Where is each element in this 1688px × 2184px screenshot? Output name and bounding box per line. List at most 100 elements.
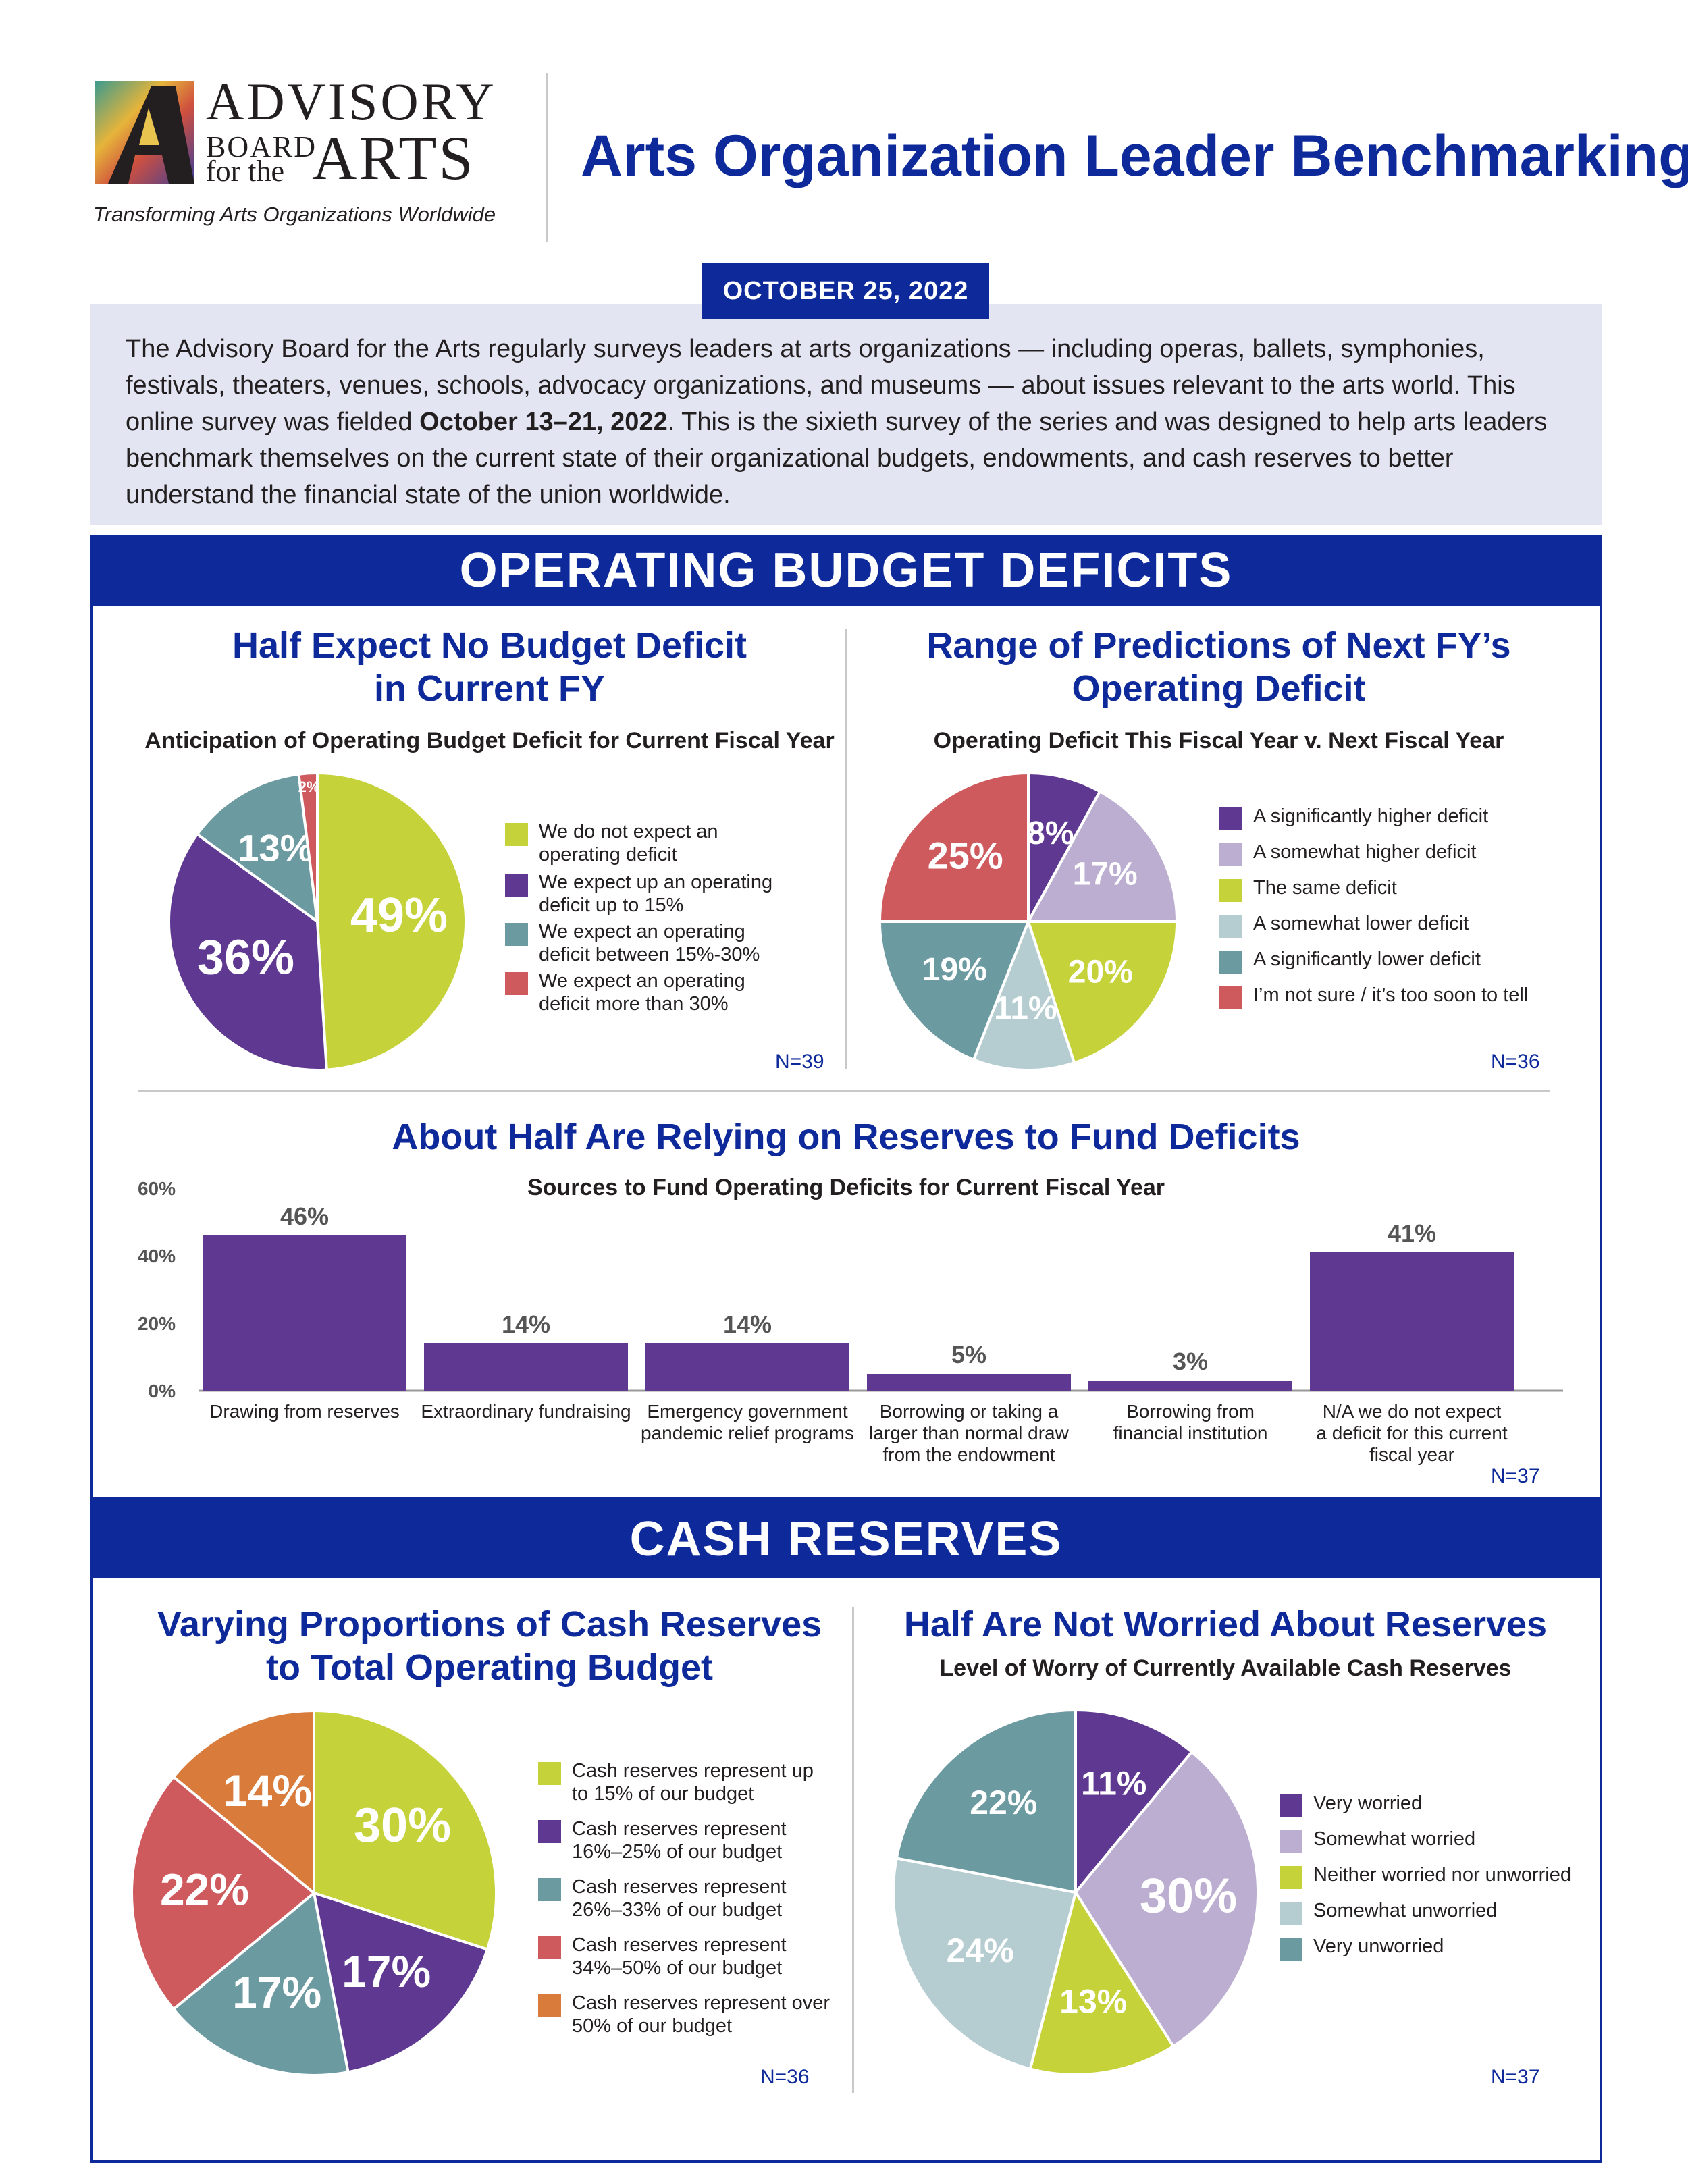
logo-tagline: Transforming Arts Organizations Worldwid… [93, 203, 496, 226]
pie-slice-label: 22% [160, 1864, 249, 1914]
bar [1310, 1252, 1514, 1391]
pie1-legend-item: We expect an operating deficit between 15… [505, 920, 760, 966]
bar-category-label: a deficit for this current [1316, 1422, 1507, 1443]
pie1-legend-item: We expect up an operating deficit up to 1… [505, 871, 772, 917]
pie1-subtitle: Anticipation of Operating Budget Deficit… [144, 728, 835, 753]
legend-swatch [1219, 951, 1242, 974]
legend-swatch [1219, 807, 1242, 830]
pie-slice-label: 11% [1081, 1765, 1146, 1803]
pie-slice-label: 2% [298, 778, 320, 795]
header-divider [546, 73, 548, 242]
legend-label: I’m not sure / it’s too soon to tell [1253, 984, 1529, 1006]
pie-slice-label: 17% [1073, 856, 1138, 892]
y-tick-label: 40% [138, 1246, 176, 1267]
date-badge: OCTOBER 25, 2022 [702, 263, 989, 319]
pie-slice [893, 1857, 1078, 2071]
legend-label: A significantly higher deficit [1253, 805, 1489, 827]
legend-swatch [538, 1820, 561, 1843]
legend-label: Cash reserves represent 34%–50% of our bu… [572, 1934, 787, 1979]
legend-item: I’m not sure / it’s too soon to tell [1219, 984, 1528, 1009]
pie-slice-label: 11% [994, 991, 1057, 1027]
legend-swatch [538, 1936, 561, 1959]
y-tick-label: 60% [138, 1178, 176, 1199]
bar-category-label: Drawing from reserves [209, 1401, 400, 1422]
logo-advisory: ADVISORY [206, 72, 497, 131]
pie4-title: Half Are Not Worried About Reserves [903, 1604, 1548, 1645]
legend-label: Neither worried nor unworried [1313, 1864, 1571, 1886]
pie3-legend-item: Cash reserves represent up to 15% of our … [538, 1759, 814, 1805]
legend-item: A somewhat lower deficit [1219, 912, 1469, 938]
pie-slice-label: 25% [928, 834, 1003, 876]
legend-label: We expect an operating deficit more than … [539, 970, 745, 1015]
operating-section-banner: OPERATING BUDGET DEFICITS [90, 535, 1602, 606]
bar-category-label: Borrowing or taking a [880, 1401, 1059, 1422]
pie-slice [1074, 1710, 1194, 1896]
pie-slice [172, 1890, 350, 2075]
pie-slice-label: 49% [350, 888, 448, 942]
pie2-title: Range of Predictions of Next FY’s Operat… [871, 624, 1566, 710]
bar-subtitle: Sources to Fund Operating Deficits for C… [527, 1175, 1165, 1200]
pie3-title-line2: to Total Operating Budget [266, 1647, 713, 1688]
y-tick-label: 20% [138, 1313, 176, 1334]
legend-label: We expect up an operating deficit up to 1… [539, 872, 773, 916]
legend-swatch [505, 874, 528, 897]
pie3-legend-item: Cash reserves represent 26%–33% of our bu… [538, 1875, 787, 1921]
intro-box [90, 304, 1602, 525]
legend-swatch [538, 1878, 561, 1901]
bar-n: N=37 [1491, 1465, 1540, 1487]
pie1-legend-item: We do not expect an operating deficit [505, 820, 718, 866]
legend-item: Somewhat worried [1280, 1828, 1475, 1853]
pie-slice [1027, 773, 1102, 922]
pie-slice [172, 1711, 315, 1896]
bar-category-label: fiscal year [1369, 1444, 1454, 1465]
pie-slice-label: 14% [223, 1765, 312, 1815]
pie-slice-label: 30% [1140, 1869, 1237, 1923]
pie3-title-line1: Varying Proportions of Cash Reserves [157, 1604, 822, 1645]
pie-slice [312, 1891, 490, 2074]
pie2-title-line1: Range of Predictions of Next FY’s [926, 625, 1511, 666]
intro-bold-dates: October 13–21, 2022 [419, 408, 668, 436]
legend-item: A somewhat higher deficit [1219, 841, 1476, 866]
legend-label: A somewhat lower deficit [1253, 913, 1469, 934]
legend-label: A significantly lower deficit [1253, 949, 1481, 970]
pie-slice [195, 773, 319, 925]
pie2-legend: A significantly higher deficit A somewhat… [1219, 805, 1571, 1028]
pie-slice-label: 20% [1068, 954, 1133, 990]
legend-label: Somewhat unworried [1313, 1900, 1498, 1921]
pie-slice [316, 773, 466, 1070]
legend-item: A significantly higher deficit [1219, 805, 1488, 830]
pie-slice [313, 1711, 496, 1951]
legend-swatch [538, 1762, 561, 1785]
pie1-n: N=39 [775, 1050, 824, 1073]
intro-part2: . This is the sixieth survey of the seri… [126, 408, 1548, 509]
pie4-chart: 11% 30% 13% 24% 22% [893, 1710, 1258, 2075]
pie-slice [972, 917, 1076, 1070]
pie-slice [1026, 920, 1177, 1065]
pie-slice [895, 1710, 1077, 1894]
bar-category-label: Borrowing from [1126, 1401, 1255, 1422]
pie-slice-label: 13% [238, 827, 313, 870]
pie4-subtitle: Level of Worry of Currently Available Ca… [939, 1655, 1512, 1681]
bar [867, 1374, 1071, 1391]
legend-swatch [1280, 1902, 1302, 1925]
bar-category-label: financial institution [1113, 1422, 1268, 1443]
bar-value-label: 41% [1388, 1219, 1436, 1247]
pie3-chart: 30% 17% 17% 22% 14% [132, 1711, 496, 2075]
logo-for-the: for the [206, 155, 285, 188]
pie-slice-label: 30% [354, 1799, 451, 1853]
pie-slice-label: 13% [1059, 1983, 1127, 2021]
logo-icon [95, 81, 194, 184]
cash-section-banner: CASH RESERVES [90, 1500, 1602, 1578]
bar [203, 1235, 406, 1391]
bar [645, 1343, 849, 1391]
bar-value-label: 5% [951, 1341, 986, 1368]
pie2-n: N=36 [1491, 1050, 1540, 1073]
bar [424, 1343, 628, 1391]
pie3-n: N=36 [760, 2066, 810, 2088]
bar-chart: 60% 40% 20% 0% 46% Drawing from reserves 14% Ex… [138, 1178, 1563, 1465]
pie1-title: Half Expect No Budget Deficit in Current… [135, 624, 844, 710]
pie3-legend-item: Cash reserves represent 34%–50% of our bu… [538, 1934, 787, 1979]
y-tick-label: 0% [149, 1381, 176, 1402]
pie-slice [297, 773, 319, 922]
legend-swatch [1280, 1794, 1302, 1817]
